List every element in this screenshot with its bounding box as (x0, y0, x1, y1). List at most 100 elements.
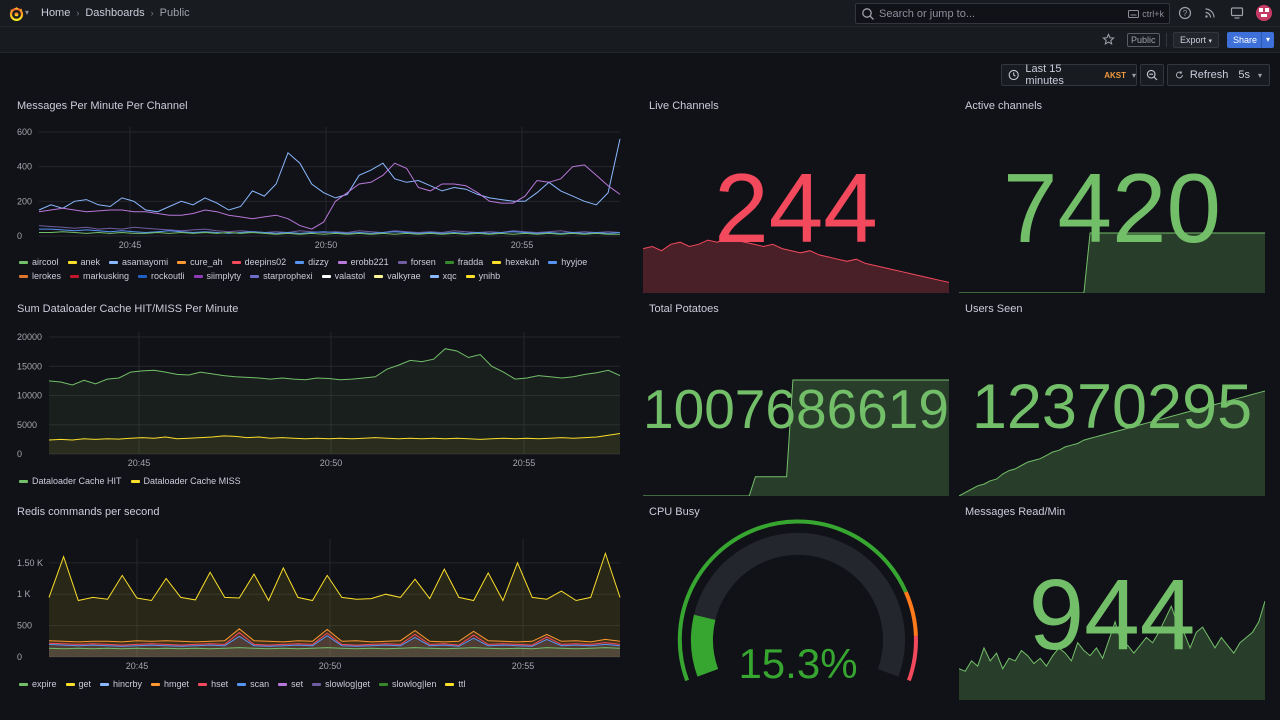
messages-read-stat[interactable]: 944 (959, 506, 1265, 700)
legend-label: xqc (442, 271, 457, 281)
legend-item[interactable]: slowlog|get (312, 679, 370, 689)
legend-item[interactable]: erobb221 (337, 257, 389, 267)
stat-value: 244 (714, 153, 878, 263)
breadcrumb-dashboards[interactable]: Dashboards (85, 7, 145, 19)
legend-item[interactable]: lerokes (19, 271, 61, 281)
sparkline-line (959, 232, 1265, 293)
legend-item[interactable]: cure_ah (177, 257, 223, 267)
legend-item[interactable]: hexekuh (492, 257, 539, 267)
legend-item[interactable]: hyyjoe (548, 257, 587, 267)
search-input[interactable]: Search or jump to... ctrl+k (855, 3, 1170, 24)
legend-item[interactable]: asamayomi (109, 257, 168, 267)
legend-item[interactable]: ttl (445, 679, 465, 689)
legend-label: set (291, 679, 304, 689)
breadcrumb-current: Public (159, 7, 190, 19)
legend-item[interactable]: fradda (444, 257, 483, 267)
legend-item[interactable]: markusking (70, 271, 129, 281)
legend-swatch (19, 682, 28, 686)
legend-item[interactable]: hmget (151, 679, 189, 689)
legend-item[interactable]: rockoutli (138, 271, 185, 281)
legend-swatch (19, 274, 28, 278)
legend-item[interactable]: starprophexi (250, 271, 313, 281)
breadcrumb-separator-icon: › (76, 8, 80, 18)
legend-item[interactable]: aircool (19, 257, 59, 267)
legend-item[interactable]: anek (67, 257, 100, 267)
legend-item[interactable]: scan (237, 679, 269, 689)
legend-swatch (65, 682, 75, 686)
legend-swatch (177, 260, 187, 264)
export-button[interactable]: Export ▾ (1173, 32, 1220, 48)
legend-item[interactable]: xqc (429, 271, 457, 281)
cpu-busy-gauge[interactable]: 15.3% (643, 506, 949, 700)
legend-item[interactable]: Dataloader Cache MISS (130, 476, 241, 486)
legend-item[interactable]: ynihb (465, 271, 500, 281)
y-tick-label: 0 (17, 652, 22, 662)
help-icon[interactable]: ? (1178, 6, 1192, 20)
legend-item[interactable]: siimplyty (193, 271, 242, 281)
legend-item[interactable]: forsen (397, 257, 436, 267)
legend-swatch (109, 260, 119, 264)
series-line-Dataloader Cache HIT (48, 348, 621, 386)
legend-swatch (237, 682, 247, 686)
sparkline-line (643, 237, 949, 283)
dataloader-chart[interactable]: 20000 15000 10000 5000 0 20:45 20:50 20:55 (17, 303, 629, 473)
panel-messages-read: Messages Read/Min 944 (959, 506, 1265, 700)
legend-label: ttl (458, 679, 466, 689)
users-seen-stat[interactable]: 12370295 (959, 303, 1265, 496)
total-potatoes-stat[interactable]: 1007686619 (643, 303, 949, 496)
legend-item[interactable]: Dataloader Cache HIT (19, 476, 122, 486)
legend-item[interactable]: hincrby (100, 679, 142, 689)
monitor-icon[interactable] (1230, 6, 1244, 20)
legend-label: siimplyty (206, 271, 242, 281)
y-tick-label: 500 (17, 621, 32, 631)
share-button[interactable]: Share (1227, 32, 1264, 48)
active-channels-stat[interactable]: 7420 (959, 100, 1265, 293)
legend-item[interactable]: valastol (321, 271, 365, 281)
series-area-get (49, 553, 620, 657)
series-area-hmget (49, 628, 620, 657)
legend-swatch (19, 260, 28, 264)
x-tick-label: 20:55 (513, 458, 536, 468)
logo-chevron-down-icon[interactable]: ▾ (25, 8, 30, 17)
legend-item[interactable]: valkyrae (374, 271, 421, 281)
series-area-Dataloader Cache MISS (49, 433, 620, 454)
search-shortcut: ctrl+k (1128, 9, 1164, 19)
legend-item[interactable]: hset (198, 679, 228, 689)
grafana-logo-icon[interactable] (8, 5, 25, 22)
breadcrumb-home[interactable]: Home (41, 7, 71, 19)
panel-users-seen: Users Seen 12370295 (959, 303, 1265, 496)
star-icon[interactable] (1102, 33, 1115, 46)
legend-item[interactable]: dizzy (295, 257, 329, 267)
sparkline-area (959, 601, 1265, 700)
legend-item[interactable]: set (278, 679, 303, 689)
messages-per-minute-chart[interactable]: 600 400 200 0 20:45 20:50 20:55 (17, 100, 629, 250)
rss-icon[interactable] (1203, 6, 1217, 20)
panel-title: Live Channels (649, 100, 719, 112)
legend-label: deepins02 (244, 257, 287, 267)
breadcrumb: Home › Dashboards › Public (41, 7, 190, 19)
series-line-dizzy (39, 228, 621, 234)
zoom-out-button[interactable] (1140, 64, 1164, 86)
legend-label: starprophexi (263, 271, 313, 281)
sparkline-line (959, 390, 1265, 496)
refresh-icon (1176, 71, 1183, 79)
refresh-interval[interactable]: 5s (1238, 69, 1250, 81)
legend-label: Dataloader Cache MISS (143, 476, 241, 486)
legend-swatch (445, 682, 455, 686)
legend-label: valkyrae (387, 271, 421, 281)
avatar[interactable] (1256, 5, 1272, 21)
legend-item[interactable]: deepins02 (231, 257, 287, 267)
legend-item[interactable]: expire (19, 679, 57, 689)
legend-swatch (465, 274, 475, 278)
share-dropdown-chevron-down-icon[interactable]: ▾ (1261, 32, 1274, 48)
time-range-picker[interactable]: Last 15 minutes AKST ▾ (1001, 63, 1137, 87)
live-channels-stat[interactable]: 244 (643, 100, 949, 293)
legend-item[interactable]: slowlog|len (378, 679, 436, 689)
panel-dataloader: Sum Dataloader Cache HIT/MISS Per Minute… (17, 303, 629, 493)
redis-commands-chart[interactable]: 1.50 K 1 K 500 0 20:45 20:50 20:55 (17, 506, 629, 676)
refresh-button[interactable]: Refresh 5s ▾ (1167, 64, 1270, 86)
gauge-value: 15.3% (738, 640, 857, 687)
zoom-out-icon (1146, 69, 1158, 81)
y-tick-label: 400 (17, 162, 32, 172)
legend-item[interactable]: get (65, 679, 91, 689)
